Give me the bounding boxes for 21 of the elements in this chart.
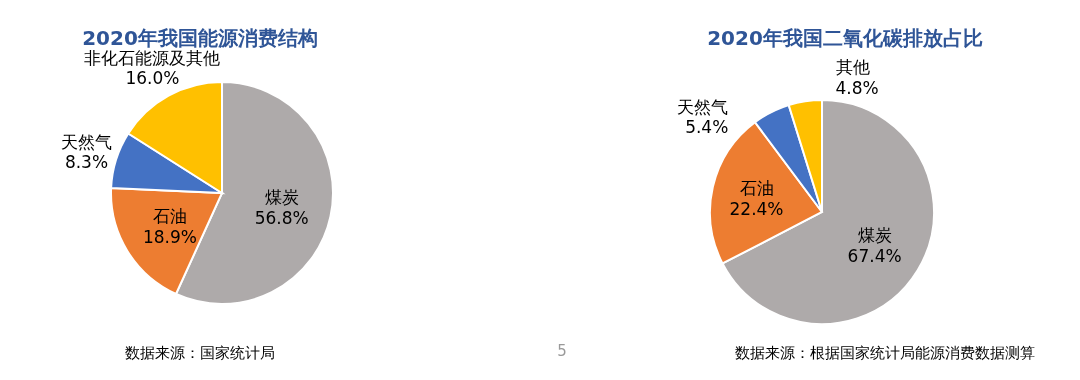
slice-label: 石油: [739, 178, 774, 199]
slice-label: 煤炭: [264, 187, 299, 208]
data-label: 5.4%: [685, 117, 729, 138]
data-label: 16.0%: [125, 68, 180, 89]
data-label: 4.8%: [835, 77, 879, 98]
data-label: 67.4%: [847, 245, 902, 266]
slice-label: 天然气: [677, 97, 729, 118]
slice-label: 非化石能源及其他: [84, 48, 221, 68]
slice-label: 煤炭: [857, 225, 892, 246]
slice-label: 石油: [152, 206, 187, 227]
text: 5: [557, 342, 567, 360]
slice-label: 天然气: [60, 131, 112, 152]
data-label: 8.3%: [64, 152, 109, 173]
data-label: 22.4%: [729, 198, 784, 219]
source-note: 数据来源：国家统计局: [125, 344, 275, 362]
data-label: 56.8%: [254, 207, 309, 228]
data-label: 18.9%: [142, 226, 197, 247]
slice-label: 其他: [835, 57, 870, 78]
chart-title: 2020年我国二氧化碳排放占比: [707, 26, 983, 50]
source-note: 数据来源：根据国家统计局能源消费数据测算: [735, 344, 1035, 362]
chart-title: 2020年我国能源消费结构: [82, 26, 318, 50]
